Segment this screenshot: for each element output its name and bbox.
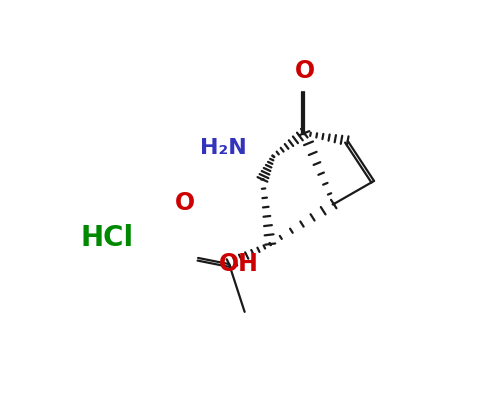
Text: O: O bbox=[294, 59, 315, 83]
Text: H₂N: H₂N bbox=[200, 138, 246, 158]
Text: HCl: HCl bbox=[80, 224, 134, 252]
Text: O: O bbox=[174, 191, 195, 215]
Text: OH: OH bbox=[219, 251, 259, 276]
